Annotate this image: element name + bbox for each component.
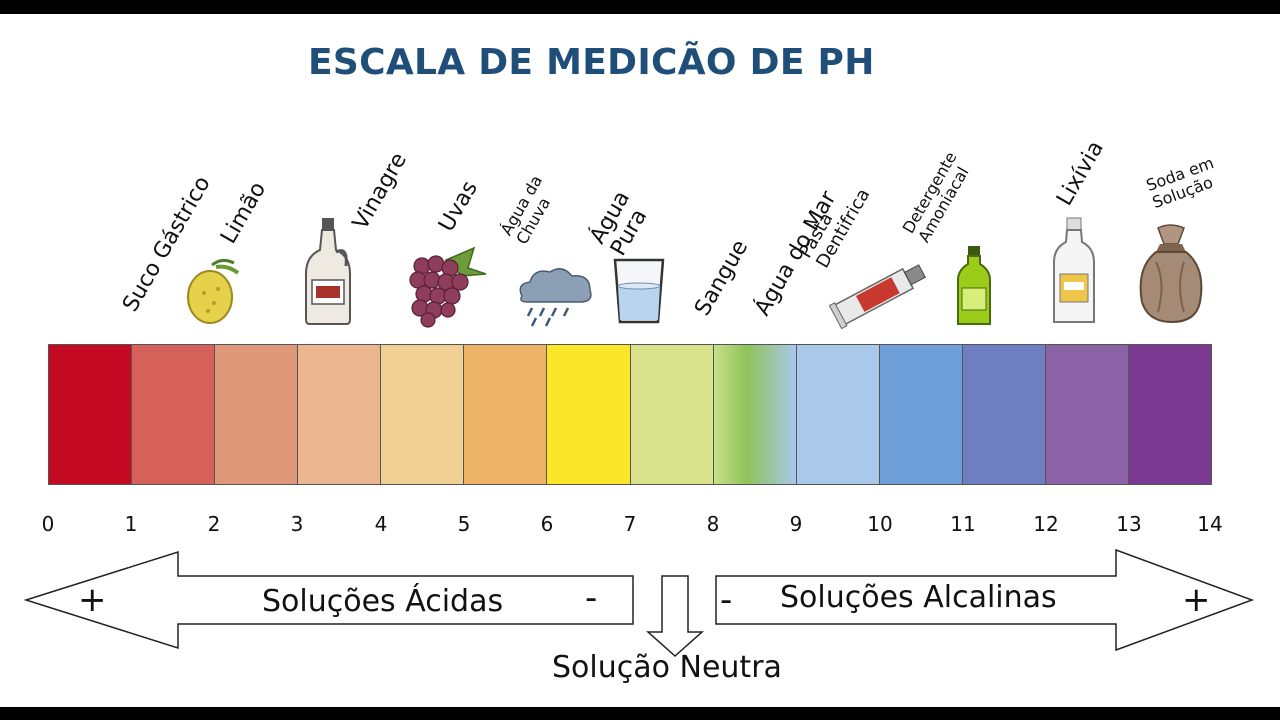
label-lixivia: Lixívia — [1052, 136, 1109, 211]
label-uvas: Uvas — [434, 176, 483, 237]
ph-number-9: 9 — [789, 512, 803, 536]
neutral-arrow — [646, 575, 704, 658]
arrows-graphic — [23, 548, 1255, 658]
ph-cell-2 — [215, 345, 299, 484]
ph-cell-11 — [962, 345, 1046, 484]
alkaline-minus-sign: - — [720, 580, 733, 620]
rain-cloud-icon — [519, 268, 592, 327]
ph-number-12: 12 — [1033, 512, 1059, 536]
ph-number-13: 13 — [1116, 512, 1142, 536]
vinegar-bottle-icon — [305, 218, 351, 325]
ph-number-10: 10 — [867, 512, 893, 536]
ph-scale-bar — [48, 344, 1212, 485]
ph-number-5: 5 — [457, 512, 471, 536]
toothpaste-icon — [828, 264, 926, 330]
ph-cell-0 — [49, 345, 133, 484]
label-sangue: Sangue — [690, 235, 754, 321]
acid-label: Soluções Ácidas — [262, 584, 504, 619]
ph-number-4: 4 — [374, 512, 388, 536]
water-glass-icon — [613, 258, 665, 324]
acid-plus-sign: + — [78, 580, 107, 620]
ph-cell-13 — [1129, 345, 1212, 484]
ph-number-1: 1 — [124, 512, 138, 536]
label-soda-solucao: Soda em Solução — [1143, 153, 1217, 212]
detergent-bottle-icon — [957, 246, 991, 325]
ph-cell-8 — [713, 345, 797, 484]
ph-cell-6 — [547, 345, 631, 484]
label-agua-chuva: Água da Chuva — [496, 171, 554, 248]
acid-arrow — [23, 550, 634, 650]
ph-number-11: 11 — [950, 512, 976, 536]
ph-number-8: 8 — [706, 512, 720, 536]
acid-minus-sign: - — [585, 578, 598, 618]
grapes-icon — [409, 246, 487, 328]
ph-cell-10 — [879, 345, 963, 484]
alkaline-label: Soluções Alcalinas — [780, 580, 1057, 615]
label-limao: Limão — [216, 177, 272, 249]
bottom-letterbox — [0, 707, 1280, 720]
ph-cell-12 — [1045, 345, 1130, 484]
ph-number-14: 14 — [1197, 512, 1223, 536]
ph-cell-1 — [132, 345, 216, 484]
ph-number-6: 6 — [540, 512, 554, 536]
neutral-label: Solução Neutra — [552, 650, 782, 685]
ph-cell-4 — [381, 345, 465, 484]
label-detergente-amoniacal: Detergente Amoniacal — [898, 148, 973, 246]
soda-sack-icon — [1139, 224, 1203, 324]
alkaline-arrow — [715, 548, 1255, 652]
ph-cell-7 — [630, 345, 714, 484]
label-agua-pura: Água Pura — [585, 186, 653, 261]
ph-cell-5 — [464, 345, 548, 484]
label-vinagre: Vinagre — [348, 148, 412, 235]
ph-number-0: 0 — [41, 512, 55, 536]
ph-cell-3 — [298, 345, 382, 484]
ph-cell-9 — [796, 345, 880, 484]
lemon-icon — [187, 258, 240, 324]
ph-number-3: 3 — [290, 512, 304, 536]
top-letterbox — [0, 0, 1280, 14]
alkaline-plus-sign: + — [1182, 580, 1211, 620]
ph-number-7: 7 — [623, 512, 637, 536]
ph-number-2: 2 — [207, 512, 221, 536]
page-title: ESCALA DE MEDICÃO DE PH — [308, 42, 875, 83]
bleach-bottle-icon — [1053, 217, 1095, 323]
